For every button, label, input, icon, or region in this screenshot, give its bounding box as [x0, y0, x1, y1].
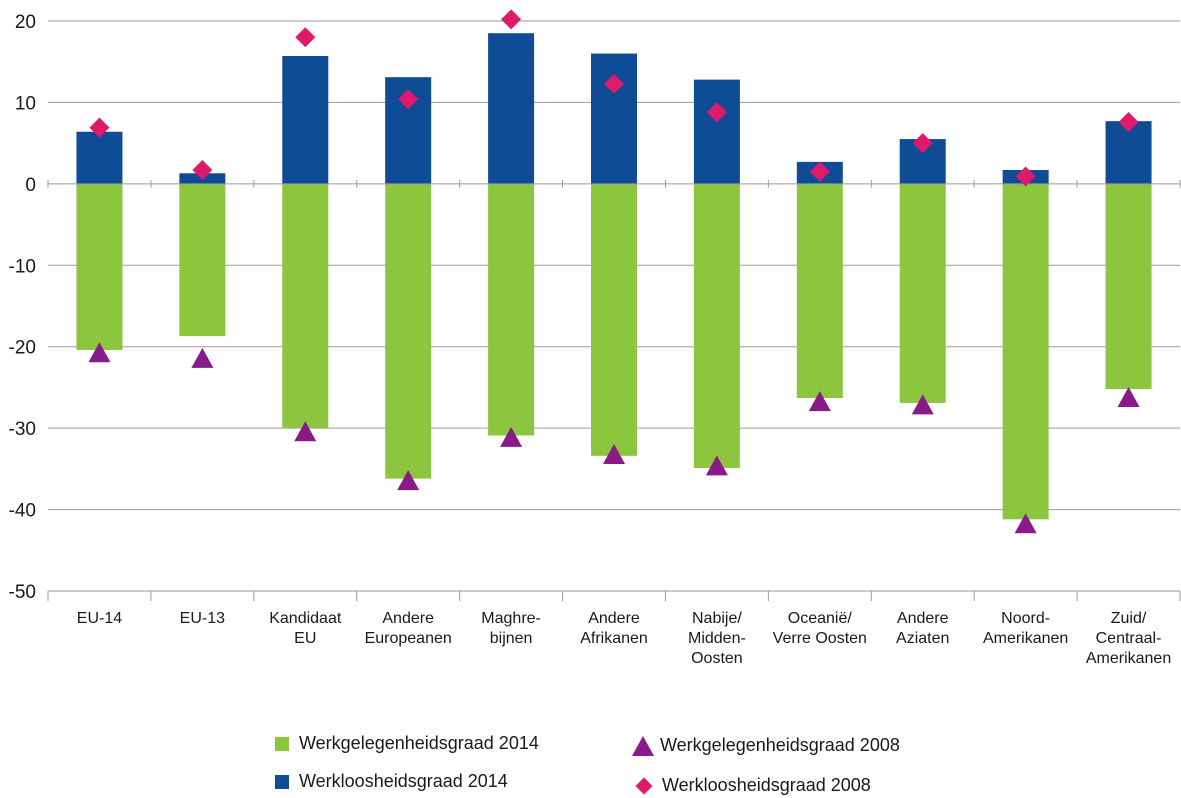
marker-unemployment-2008: [912, 133, 933, 154]
x-category-label: Midden-: [688, 630, 746, 647]
x-category-label: Andere: [897, 610, 949, 627]
legend-swatch-green: [275, 736, 289, 751]
x-category-label: Centraal-: [1096, 630, 1162, 647]
x-category-label: Europeanen: [365, 630, 452, 647]
marker-employment-2008: [88, 342, 111, 363]
marker-employment-2008: [705, 455, 728, 476]
marker-unemployment-2008: [89, 117, 110, 138]
x-category-label: Oosten: [691, 650, 743, 667]
diamond-icon: [635, 777, 653, 794]
legend-item-unemployment-2014: Werkloosheidsgraad 2014: [275, 771, 508, 792]
legend-label-employment-2014: Werkgelegenheidsgraad 2014: [299, 733, 539, 753]
x-category-label: EU: [294, 630, 316, 647]
bar-unemployment-2014: [282, 56, 329, 184]
marker-employment-2008: [1117, 387, 1140, 408]
marker-employment-2008: [397, 470, 420, 491]
x-category-label: Zuid/: [1111, 610, 1147, 627]
marker-unemployment-2008: [1015, 166, 1036, 187]
x-category-label: Verre Oosten: [773, 630, 867, 647]
marker-unemployment-2008: [809, 161, 830, 182]
marker-employment-2008: [808, 391, 831, 412]
bar-employment-2014: [385, 183, 432, 479]
y-tick-label: 20: [15, 12, 36, 33]
marker-employment-2008: [191, 347, 214, 368]
x-category-label: Afrikanen: [580, 630, 648, 647]
legend-swatch-blue: [275, 774, 289, 789]
y-tick-label: 0: [25, 175, 36, 196]
y-tick-label: -30: [9, 419, 36, 440]
marker-unemployment-2008: [1118, 111, 1139, 132]
marker-employment-2008: [1014, 513, 1037, 534]
x-category-label: Kandidaat: [269, 610, 342, 627]
marker-employment-2008: [294, 421, 317, 442]
marker-unemployment-2008: [501, 9, 522, 30]
y-tick-label: -40: [9, 501, 36, 522]
legend-item-employment-2014: Werkgelegenheidsgraad 2014: [275, 733, 539, 754]
x-category-label: Aziaten: [896, 630, 949, 647]
x-category-label: Amerikanen: [983, 630, 1068, 647]
x-category-label: Andere: [588, 610, 640, 627]
marker-unemployment-2008: [295, 27, 316, 48]
marker-employment-2008: [911, 394, 934, 415]
x-category-label: Oceanië/: [788, 610, 853, 627]
marker-unemployment-2008: [192, 160, 213, 181]
bar-unemployment-2014: [76, 131, 123, 184]
x-category-label: Amerikanen: [1086, 650, 1171, 667]
legend-item-unemployment-2008: Werkloosheidsgraad 2008: [632, 775, 871, 796]
x-category-label: EU-13: [180, 610, 225, 627]
legend-label-unemployment-2008: Werkloosheidsgraad 2008: [662, 775, 871, 795]
marker-unemployment-2008: [398, 89, 419, 110]
bar-employment-2014: [1105, 183, 1152, 390]
x-category-label: Nabije/: [692, 610, 742, 627]
y-tick-label: -50: [9, 582, 36, 603]
x-category-label: bijnen: [490, 630, 533, 647]
y-tick-label: -10: [9, 256, 36, 277]
bar-employment-2014: [76, 183, 123, 350]
bar-employment-2014: [899, 183, 946, 403]
bar-unemployment-2014: [591, 53, 637, 184]
marker-unemployment-2008: [604, 73, 624, 94]
y-tick-label: -20: [9, 338, 36, 359]
bar-employment-2014: [693, 183, 740, 469]
bar-employment-2014: [488, 183, 535, 436]
chart-plot: 20 10 0 -10 -20 -30 -40 -50 EU-14 EU-13 Kandidaat E…: [9, 9, 1181, 667]
bar-employment-2014: [591, 183, 637, 456]
legend-label-unemployment-2014: Werkloosheidsgraad 2014: [299, 771, 508, 791]
marker-unemployment-2008: [706, 102, 727, 123]
x-category-label: Maghre-: [481, 610, 541, 627]
marker-employment-2008: [500, 426, 523, 447]
legend-item-employment-2008: Werkgelegenheidsgraad 2008: [632, 735, 900, 756]
legend-label-employment-2008: Werkgelegenheidsgraad 2008: [660, 735, 900, 755]
bar-employment-2014: [1002, 183, 1049, 520]
x-category-label: Noord-: [1001, 610, 1050, 627]
bar-employment-2014: [796, 183, 843, 399]
bar-employment-2014: [282, 183, 329, 429]
y-tick-label: 10: [15, 93, 36, 114]
triangle-icon: [632, 735, 654, 756]
bar-unemployment-2014: [693, 79, 740, 184]
x-category-label: EU-14: [77, 610, 122, 627]
x-category-label: Andere: [382, 610, 434, 627]
bar-employment-2014: [179, 183, 226, 337]
bar-unemployment-2014: [488, 33, 535, 184]
marker-employment-2008: [603, 444, 625, 465]
